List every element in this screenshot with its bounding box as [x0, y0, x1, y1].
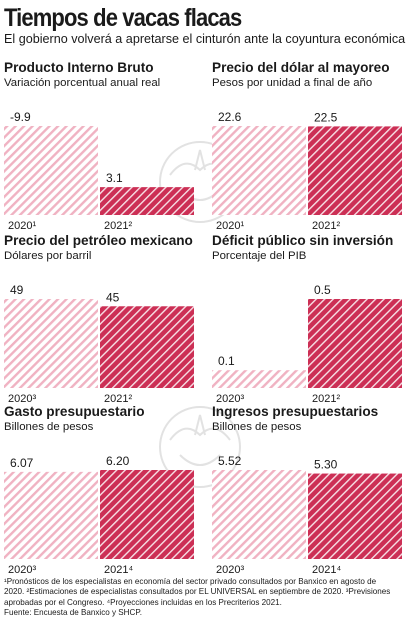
category-label: 2020³: [216, 564, 244, 574]
bar-value-label: 0.1: [218, 354, 235, 368]
footnote-line: 2020. ²Estimaciones de especialistas con…: [4, 587, 391, 597]
bar-value-label: 45: [106, 290, 120, 304]
bar-second: [100, 306, 194, 388]
bar-value-label: 6.20: [106, 454, 130, 468]
category-label: 2021²: [104, 220, 132, 230]
category-label: 2021⁴: [104, 564, 133, 574]
bar-value-label: -9.9: [10, 110, 31, 124]
bar-value-label: 49: [10, 283, 24, 297]
category-label: 2021²: [104, 393, 132, 403]
bar-value-label: 0.5: [314, 283, 331, 297]
bar-second: [100, 470, 194, 559]
chart-panel-petroleo: Precio del petróleo mexicano Dólares por…: [4, 233, 200, 403]
bar-value-label: 6.07: [10, 456, 34, 470]
bar-value-label: 22.5: [314, 110, 338, 124]
bar-first: [212, 126, 306, 215]
category-label: 2020¹: [216, 220, 244, 230]
chart-title: Precio del dólar al mayoreo: [212, 60, 390, 75]
chart-title: Déficit público sin inversión: [212, 233, 394, 248]
footnote-line: ¹Pronósticos de los especialistas en eco…: [4, 577, 377, 586]
bar-second: [308, 126, 402, 215]
bar-value-label: 3.1: [106, 171, 123, 185]
chart-subtitle: Porcentaje del PIB: [212, 250, 307, 262]
chart-title: Precio del petróleo mexicano: [4, 233, 193, 248]
chart-plot: 0.1 2020³ 0.5 2021²: [212, 283, 402, 403]
chart-plot: 49 2020³ 45 2021²: [4, 283, 194, 403]
bar-value-label: 22.6: [218, 110, 242, 124]
footnotes: ¹Pronósticos de los especialistas en eco…: [4, 577, 402, 618]
chart-subtitle: Variación porcentual anual real: [4, 77, 161, 89]
chart-plot: -9.9 2020¹ 3.1 2021²: [4, 110, 194, 230]
page-subtitle: El gobierno volverá a apretarse el cintu…: [4, 32, 406, 46]
chart-panel-dolar: Precio del dólar al mayoreo Pesos por un…: [212, 60, 406, 230]
chart-plot: 6.07 2020³ 6.20 2021⁴: [4, 454, 194, 574]
page-title: Tiempos de vacas flacas: [4, 4, 242, 32]
category-label: 2021²: [312, 393, 340, 403]
category-label: 2021²: [312, 220, 340, 230]
chart-panel-deficit: Déficit público sin inversión Porcentaje…: [212, 233, 406, 403]
chart-subtitle: Dólares por barril: [4, 250, 92, 262]
chart-title: Gasto presupuestario: [4, 404, 145, 419]
chart-subtitle: Billones de pesos: [4, 421, 94, 433]
bar-value-label: 5.30: [314, 458, 338, 472]
category-label: 2020¹: [8, 220, 36, 230]
bar-first: [4, 471, 98, 559]
bar-second: [100, 187, 194, 215]
category-label: 2020³: [8, 564, 36, 574]
chart-plot: 22.6 2020¹ 22.5 2021²: [212, 110, 402, 230]
bar-second: [308, 299, 402, 388]
category-label: 2021⁴: [312, 564, 341, 574]
bar-first: [212, 370, 306, 388]
footnote-line: Fuente: Encuesta de Banxico y SHCP.: [4, 607, 142, 617]
chart-subtitle: Billones de pesos: [212, 421, 302, 433]
chart-plot: 5.52 2020³ 5.30 2021⁴: [212, 454, 402, 574]
chart-subtitle: Pesos por unidad a final de año: [212, 77, 373, 89]
footnote-line: aprobadas por el Congreso. ⁴Proyecciones…: [4, 597, 282, 607]
chart-panel-pib: Producto Interno Bruto Variación porcent…: [4, 60, 200, 230]
bar-second: [308, 473, 402, 559]
chart-panel-ingresos: Ingresos presupuestarios Billones de pes…: [212, 404, 406, 574]
chart-title: Producto Interno Bruto: [4, 60, 154, 75]
category-label: 2020³: [8, 393, 36, 403]
chart-panel-gasto: Gasto presupuestario Billones de pesos 6…: [4, 404, 200, 574]
bar-first: [4, 299, 98, 388]
bar-first: [4, 126, 98, 215]
bar-value-label: 5.52: [218, 454, 242, 468]
bar-first: [212, 470, 306, 559]
category-label: 2020³: [216, 393, 244, 403]
chart-title: Ingresos presupuestarios: [212, 404, 379, 419]
